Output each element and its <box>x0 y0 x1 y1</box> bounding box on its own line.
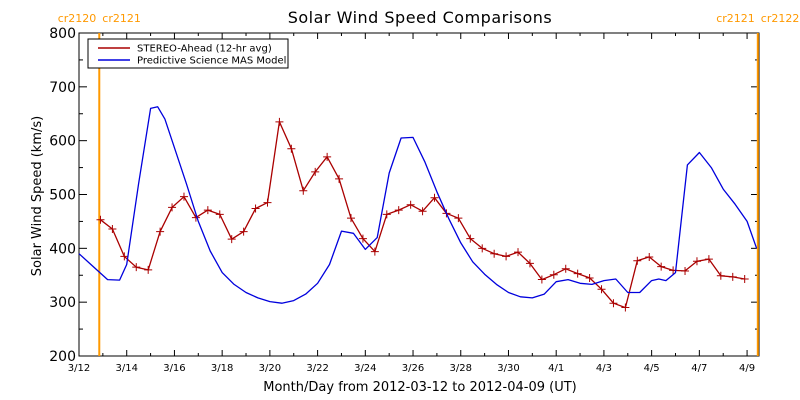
x-axis-label: Month/Day from 2012-03-12 to 2012-04-09 … <box>263 380 576 395</box>
data-point <box>561 264 570 273</box>
data-point <box>132 263 141 272</box>
data-point <box>430 193 439 202</box>
data-point <box>120 252 129 261</box>
data-point <box>716 271 725 280</box>
carrington-label-right: cr2122 <box>761 12 800 25</box>
data-point <box>347 214 355 223</box>
data-point <box>645 252 654 261</box>
data-point <box>144 265 153 274</box>
x-tick-label: 3/14 <box>115 363 137 374</box>
data-point <box>478 244 487 253</box>
data-point <box>740 275 749 284</box>
data-point <box>657 262 666 271</box>
carrington-label-right: cr2121 <box>102 12 141 25</box>
y-axis-label: Solar Wind Speed (km/s) <box>30 116 45 276</box>
plot-frame <box>78 32 760 357</box>
data-point <box>179 192 188 201</box>
data-point <box>621 303 630 312</box>
series-line-1 <box>78 106 758 304</box>
legend: STEREO-Ahead (12-hr avg)Predictive Scien… <box>87 38 289 69</box>
data-point <box>168 203 177 212</box>
data-point <box>549 270 558 279</box>
data-point <box>454 214 463 223</box>
data-point <box>681 266 690 275</box>
data-point <box>358 234 367 243</box>
data-point <box>335 174 344 183</box>
data-point <box>251 204 260 213</box>
data-point <box>215 210 224 219</box>
data-point <box>609 299 618 308</box>
x-tick-label: 3/18 <box>211 363 233 374</box>
data-point <box>597 285 606 294</box>
data-series <box>78 106 758 312</box>
y-tick-label: 200 <box>49 349 76 365</box>
chart-title: Solar Wind Speed Comparisons <box>288 8 553 27</box>
data-point <box>514 248 523 257</box>
data-point <box>466 234 475 243</box>
data-point <box>370 247 379 256</box>
x-tick-label: 3/16 <box>163 363 185 374</box>
data-point <box>96 215 105 224</box>
data-point <box>585 273 594 282</box>
data-point <box>287 144 296 153</box>
data-point <box>490 249 499 258</box>
legend-label: STEREO-Ahead (12-hr avg) <box>137 44 272 55</box>
data-point <box>263 198 272 207</box>
y-tick-label: 800 <box>49 26 76 42</box>
axis-ticks: 200 300 400 500 600 700 800 3/12 3/14 3/16 3/18 3/2… <box>49 26 759 374</box>
data-point <box>537 275 546 284</box>
data-point <box>633 256 642 265</box>
data-point <box>418 207 427 216</box>
data-point <box>394 206 403 215</box>
x-tick-label: 4/9 <box>739 363 755 374</box>
x-tick-label: 3/30 <box>497 363 519 374</box>
carrington-markers: cr2120 cr2121 cr2121 cr2122 <box>58 12 800 356</box>
data-point <box>275 117 284 126</box>
x-tick-label: 3/26 <box>402 363 424 374</box>
x-tick-label: 4/1 <box>548 363 564 374</box>
x-tick-label: 3/20 <box>259 363 281 374</box>
data-point <box>299 186 308 195</box>
data-point <box>323 152 332 161</box>
data-point <box>502 252 511 261</box>
data-point <box>203 206 212 215</box>
y-tick-label: 700 <box>49 80 76 96</box>
data-point <box>406 200 415 209</box>
legend-label: Predictive Science MAS Model <box>137 56 286 67</box>
y-tick-label: 500 <box>49 188 76 204</box>
y-tick-label: 300 <box>49 295 76 311</box>
x-tick-label: 3/24 <box>354 363 376 374</box>
data-point <box>382 210 391 219</box>
data-point <box>704 255 713 264</box>
carrington-label-left: cr2120 <box>58 12 97 25</box>
x-tick-label: 3/12 <box>68 363 90 374</box>
data-point <box>156 227 165 236</box>
data-point <box>573 269 582 278</box>
data-point <box>311 167 320 176</box>
x-tick-label: 3/28 <box>450 363 472 374</box>
data-point <box>108 224 117 233</box>
y-tick-label: 400 <box>49 241 76 257</box>
data-point <box>692 257 701 266</box>
carrington-label-left: cr2121 <box>716 12 755 25</box>
x-tick-label: 4/7 <box>691 363 707 374</box>
x-tick-label: 4/3 <box>596 363 612 374</box>
data-point <box>525 259 534 268</box>
legend-box <box>87 38 289 69</box>
data-point <box>239 227 248 236</box>
x-tick-label: 4/5 <box>644 363 660 374</box>
y-tick-label: 600 <box>49 134 76 150</box>
data-point <box>728 272 737 281</box>
data-point <box>227 235 236 244</box>
x-tick-label: 3/22 <box>306 363 328 374</box>
